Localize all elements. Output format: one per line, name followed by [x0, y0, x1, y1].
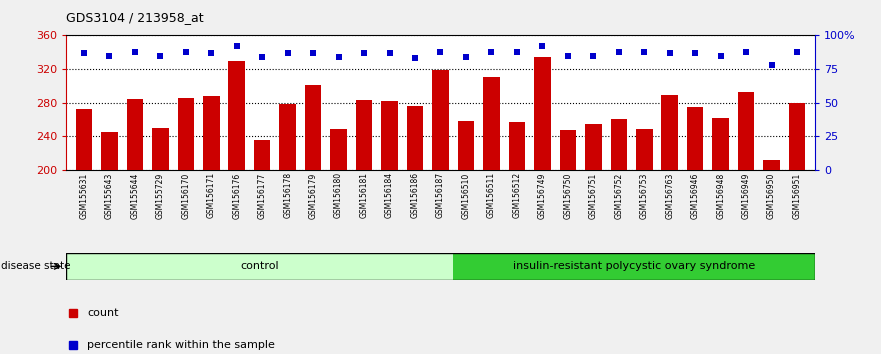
- Text: GSM156753: GSM156753: [640, 172, 648, 219]
- Text: GSM156949: GSM156949: [742, 172, 751, 219]
- Bar: [305, 85, 322, 170]
- Text: GSM156948: GSM156948: [716, 172, 725, 219]
- Bar: [433, 70, 448, 170]
- Text: insulin-resistant polycystic ovary syndrome: insulin-resistant polycystic ovary syndr…: [513, 261, 755, 272]
- Point: [102, 53, 116, 58]
- Bar: [254, 139, 270, 170]
- Point: [765, 62, 779, 68]
- Text: GSM156749: GSM156749: [538, 172, 547, 219]
- Text: GSM156511: GSM156511: [487, 172, 496, 218]
- Text: GSM155631: GSM155631: [79, 172, 88, 219]
- Text: GSM156751: GSM156751: [589, 172, 598, 219]
- Point: [331, 54, 345, 60]
- Point: [77, 50, 91, 56]
- Bar: [356, 100, 373, 170]
- Text: GSM156170: GSM156170: [181, 172, 190, 219]
- Bar: [381, 101, 398, 170]
- Text: percentile rank within the sample: percentile rank within the sample: [87, 340, 275, 350]
- Text: GSM156171: GSM156171: [207, 172, 216, 218]
- Bar: [636, 129, 653, 170]
- Bar: [713, 118, 729, 170]
- Text: GSM156176: GSM156176: [233, 172, 241, 219]
- Text: GSM156950: GSM156950: [767, 172, 776, 219]
- Bar: [508, 122, 525, 170]
- Text: GSM155644: GSM155644: [130, 172, 139, 219]
- Bar: [763, 160, 780, 170]
- Point: [688, 50, 702, 56]
- Point: [382, 50, 396, 56]
- Text: GSM156180: GSM156180: [334, 172, 343, 218]
- Point: [510, 49, 524, 55]
- Text: GSM156178: GSM156178: [283, 172, 292, 218]
- Point: [459, 54, 473, 60]
- Point: [204, 50, 218, 56]
- Point: [281, 50, 295, 56]
- Bar: [407, 106, 423, 170]
- Bar: [66, 253, 454, 280]
- Text: count: count: [87, 308, 119, 318]
- Bar: [101, 132, 118, 170]
- Point: [637, 49, 651, 55]
- Text: GDS3104 / 213958_at: GDS3104 / 213958_at: [66, 11, 204, 24]
- Text: GSM155643: GSM155643: [105, 172, 114, 219]
- Text: disease state: disease state: [1, 261, 70, 272]
- Point: [536, 43, 550, 49]
- Bar: [458, 121, 474, 170]
- Point: [485, 49, 499, 55]
- Bar: [611, 119, 627, 170]
- Point: [790, 49, 804, 55]
- Bar: [152, 128, 168, 170]
- Point: [357, 50, 371, 56]
- Text: GSM156510: GSM156510: [462, 172, 470, 219]
- Bar: [279, 104, 296, 170]
- Point: [561, 53, 575, 58]
- Point: [663, 50, 677, 56]
- Text: GSM156184: GSM156184: [385, 172, 394, 218]
- Text: GSM156177: GSM156177: [258, 172, 267, 219]
- Text: GSM156752: GSM156752: [614, 172, 623, 219]
- Bar: [228, 61, 245, 170]
- Bar: [454, 253, 815, 280]
- Bar: [788, 103, 805, 170]
- Point: [739, 49, 753, 55]
- Bar: [483, 78, 500, 170]
- Text: GSM155729: GSM155729: [156, 172, 165, 219]
- Bar: [177, 98, 194, 170]
- Bar: [687, 107, 704, 170]
- Bar: [534, 57, 551, 170]
- Text: GSM156181: GSM156181: [359, 172, 368, 218]
- Point: [408, 56, 422, 61]
- Point: [128, 49, 142, 55]
- Text: GSM156946: GSM156946: [691, 172, 700, 219]
- Point: [230, 43, 244, 49]
- Text: GSM156179: GSM156179: [308, 172, 318, 219]
- Point: [179, 49, 193, 55]
- Bar: [330, 129, 347, 170]
- Point: [306, 50, 320, 56]
- Text: GSM156951: GSM156951: [793, 172, 802, 219]
- Bar: [559, 130, 576, 170]
- Point: [153, 53, 167, 58]
- Bar: [127, 99, 143, 170]
- Text: GSM156512: GSM156512: [513, 172, 522, 218]
- Point: [255, 54, 270, 60]
- Text: GSM156763: GSM156763: [665, 172, 674, 219]
- Point: [433, 49, 448, 55]
- Point: [714, 53, 728, 58]
- Text: GSM156750: GSM156750: [563, 172, 573, 219]
- Bar: [738, 92, 754, 170]
- Text: control: control: [241, 261, 279, 272]
- Text: GSM156187: GSM156187: [436, 172, 445, 218]
- Bar: [662, 95, 678, 170]
- Bar: [76, 109, 93, 170]
- Text: GSM156186: GSM156186: [411, 172, 419, 218]
- Bar: [203, 96, 219, 170]
- Point: [611, 49, 626, 55]
- Bar: [585, 124, 602, 170]
- Point: [586, 53, 600, 58]
